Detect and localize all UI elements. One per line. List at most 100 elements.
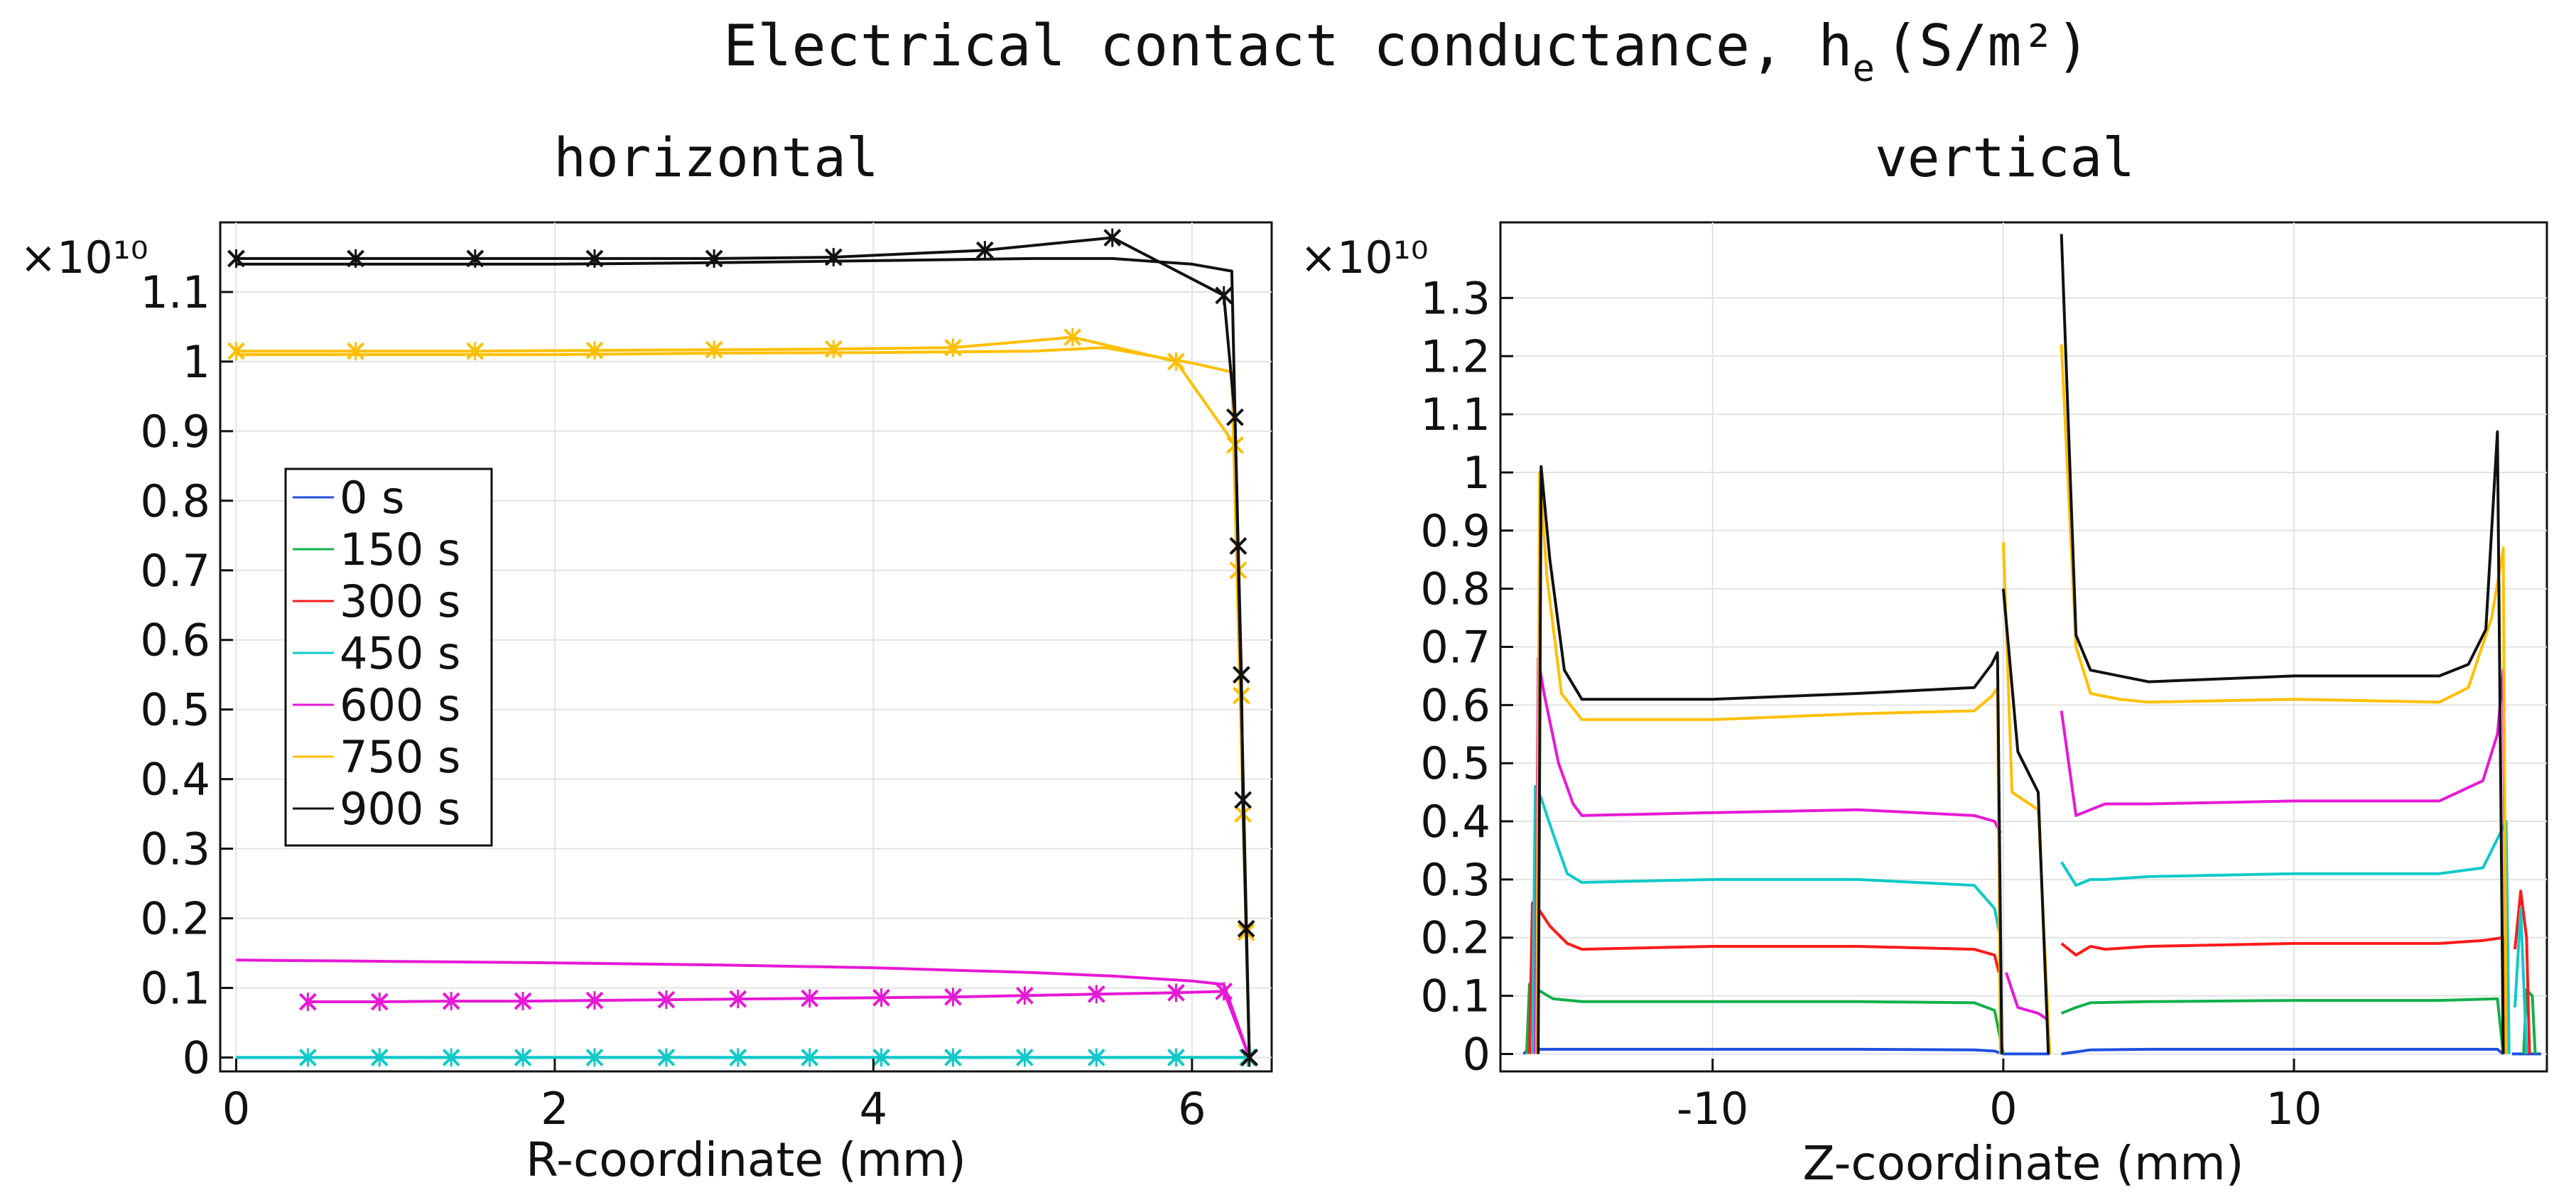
vertical-ytick-label: 1.1	[1420, 389, 1490, 440]
vertical-series-750-s-seg0	[1535, 471, 2002, 1054]
vertical-series-750-s-seg2	[2060, 344, 2508, 1054]
legend-box	[284, 467, 493, 847]
figure-title-subscript: e	[1853, 48, 1875, 90]
vertical-series-900-s-seg1	[2001, 588, 2050, 1054]
horizontal-marker-450-s-marked	[872, 1048, 891, 1067]
figure-title-text: Electrical contact conductance, h	[723, 13, 1852, 79]
horizontal-marker-600-s-marked	[801, 989, 819, 1008]
horizontal-marker-600-s-marked	[1016, 986, 1034, 1005]
vertical-ytick-label: 0.9	[1420, 505, 1490, 557]
horizontal-marker-600-s-marked	[729, 990, 747, 1009]
horizontal-marker-450-s-marked	[729, 1048, 747, 1067]
vertical-series-900-s-seg0	[1537, 465, 2003, 1054]
legend-label-300s: 300 s	[340, 575, 460, 627]
vertical-series-600-s-seg1	[2005, 972, 2048, 1020]
horizontal-ytick-label: 0.7	[140, 545, 210, 597]
horizontal-marker-750-s-marked	[585, 341, 604, 360]
vertical-series-450-s-seg1	[2060, 820, 2511, 1054]
horizontal-xtick-label: 0	[222, 1083, 250, 1135]
horizontal-ytick-label: 1	[183, 336, 210, 388]
horizontal-marker-900-s-marked	[1215, 286, 1233, 305]
legend-label-0s: 0 s	[340, 472, 404, 524]
horizontal-series	[227, 228, 1259, 1067]
horizontal-marker-450-s-marked	[1016, 1048, 1034, 1067]
horizontal-y-multiplier: ×10¹⁰	[20, 232, 148, 283]
horizontal-ytick-label: 0.6	[140, 615, 210, 666]
vertical-ytick-label: 0	[1463, 1028, 1490, 1080]
horizontal-marker-750-s-marked	[1064, 328, 1082, 347]
horizontal-ticks: 0 2 4 6 0 0.1 0.2 0.3 0.4 0.5 0.6 0.7 0.8 0.9 1 1.1	[140, 266, 1206, 1135]
vertical-ytick-label: 1.3	[1420, 272, 1490, 324]
horizontal-marker-900-s-marked	[1226, 408, 1244, 427]
horizontal-ytick-label: 0.2	[140, 893, 210, 945]
horizontal-series-600-s-plain	[236, 958, 1251, 1059]
horizontal-ytick-label: 0.5	[140, 684, 210, 736]
vertical-grid	[1500, 222, 2547, 1071]
legend: 0 s 150 s 300 s 450 s 600 s 750 s 900 s	[284, 467, 493, 847]
vertical-xtick-label: 10	[2266, 1083, 2322, 1135]
vertical-series-600-s-seg0	[1534, 656, 2002, 1054]
figure-title-units: (S/m²)	[1885, 13, 2090, 79]
horizontal-x-axis-label: R-coordinate (mm)	[526, 1133, 966, 1187]
horizontal-marker-600-s-marked	[872, 988, 891, 1007]
horizontal-marker-600-s-marked	[298, 993, 317, 1012]
horizontal-marker-750-s-marked	[705, 340, 723, 360]
horizontal-marker-900-s-marked	[1237, 919, 1255, 939]
horizontal-marker-750-s-marked	[347, 342, 365, 361]
horizontal-marker-600-s-marked	[514, 992, 532, 1011]
vertical-ytick-label: 0.2	[1420, 912, 1490, 964]
vertical-series-450-s-seg2	[2513, 907, 2528, 1054]
legend-label-150s: 150 s	[340, 524, 460, 575]
vertical-series-900-s-seg2	[2060, 234, 2505, 1054]
legend-label-450s: 450 s	[340, 627, 460, 679]
horizontal-marker-600-s-marked	[1167, 983, 1185, 1002]
horizontal-marker-450-s-marked	[944, 1048, 962, 1067]
vertical-ytick-label: 0.7	[1420, 622, 1490, 674]
horizontal-ytick-label: 1.1	[140, 266, 210, 318]
horizontal-marker-900-s-marked	[705, 249, 723, 268]
horizontal-ytick-label: 0	[183, 1032, 210, 1083]
horizontal-marker-450-s-marked	[657, 1048, 676, 1067]
horizontal-marker-900-s-marked	[1103, 228, 1122, 247]
horizontal-marker-450-s-marked	[801, 1048, 819, 1067]
vertical-ytick-label: 0.8	[1420, 563, 1490, 615]
horizontal-marker-900-s-marked	[1240, 1048, 1259, 1067]
vertical-panel-title: vertical	[1875, 126, 2135, 189]
horizontal-marker-450-s-marked	[1167, 1048, 1185, 1067]
horizontal-marker-600-s-marked	[657, 990, 676, 1010]
horizontal-marker-600-s-marked	[1215, 982, 1233, 1001]
vertical-ytick-label: 0.1	[1420, 971, 1490, 1022]
horizontal-marker-900-s-marked	[1234, 790, 1252, 809]
horizontal-marker-750-s-marked	[227, 342, 245, 361]
horizontal-panel: horizontal ×10¹⁰ 0 2 4 6 0 0.1 0.2 0.3 0.4 0.5 0.6…	[20, 126, 1273, 1187]
horizontal-marker-450-s-marked	[370, 1048, 389, 1067]
horizontal-marker-750-s-marked	[944, 338, 962, 357]
horizontal-ytick-label: 0.3	[140, 823, 210, 875]
vertical-xtick-label: 0	[1989, 1083, 2017, 1135]
horizontal-marker-900-s-marked	[975, 241, 994, 260]
horizontal-marker-600-s-marked	[1087, 985, 1105, 1004]
vertical-ytick-label: 1	[1463, 447, 1490, 499]
horizontal-marker-600-s-marked	[442, 992, 460, 1011]
vertical-series	[1522, 234, 2541, 1056]
horizontal-marker-600-s-marked	[944, 988, 962, 1007]
vertical-ytick-label: 0.6	[1420, 679, 1490, 731]
horizontal-marker-900-s-marked	[466, 249, 485, 268]
horizontal-marker-900-s-marked	[824, 247, 843, 266]
horizontal-xtick-label: 4	[860, 1083, 887, 1135]
vertical-series-0-s-seg2	[2061, 1047, 2504, 1056]
horizontal-marker-750-s-marked	[466, 342, 485, 361]
vertical-ytick-label: 0.4	[1420, 796, 1490, 848]
vertical-panel: vertical ×10¹⁰ -10 0 10 0 0.1 0.2 0.3 0.4 0.5 0.6…	[1300, 126, 2548, 1191]
horizontal-marker-900-s-marked	[227, 249, 245, 268]
vertical-x-axis-label: Z-coordinate (mm)	[1803, 1136, 2244, 1191]
vertical-ticks: -10 0 10 0 0.1 0.2 0.3 0.4 0.5 0.60.7 0.8 0.9 1 1.1 1.…	[1420, 272, 2322, 1135]
legend-label-600s: 600 s	[340, 679, 460, 731]
figure-title: Electrical contact conductance, he (S/m²)	[723, 13, 2090, 90]
horizontal-marker-450-s-marked	[585, 1048, 604, 1067]
horizontal-ytick-label: 0.8	[140, 475, 210, 527]
vertical-ytick-label: 0.3	[1420, 854, 1490, 906]
horizontal-marker-600-s-marked	[370, 993, 389, 1012]
legend-label-750s: 750 s	[340, 731, 460, 783]
